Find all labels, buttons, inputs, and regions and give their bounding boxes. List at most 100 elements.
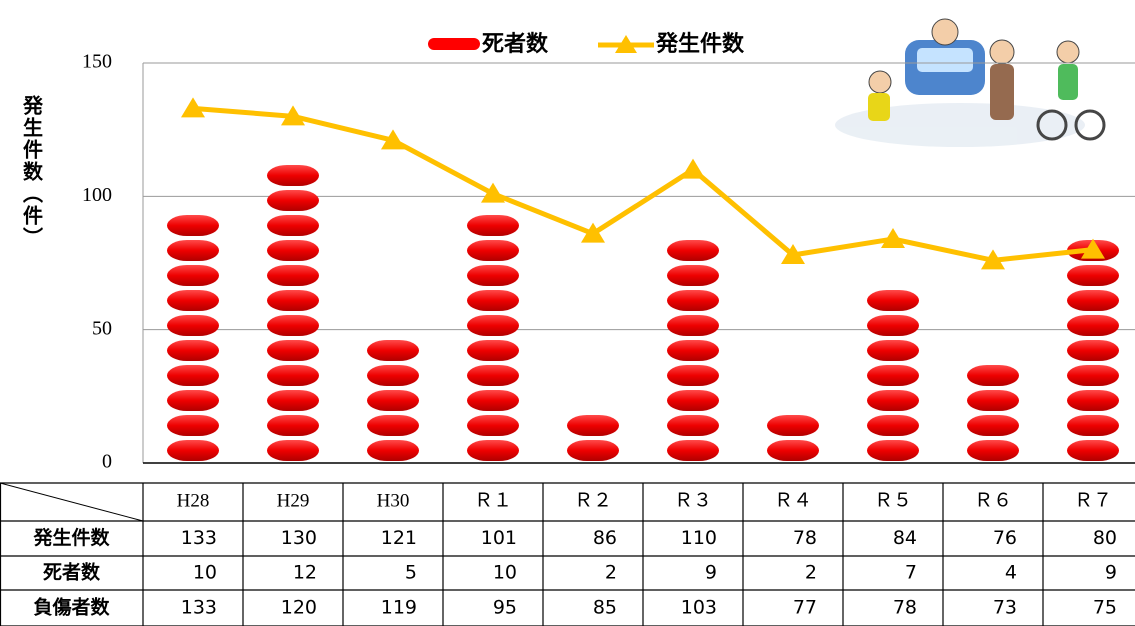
pictograph-unit xyxy=(367,340,419,361)
line-marker xyxy=(581,222,605,243)
pictograph-unit xyxy=(667,240,719,261)
line-marker xyxy=(181,97,205,118)
pictograph-unit xyxy=(867,365,919,386)
column-header: H30 xyxy=(377,490,410,511)
pictograph-unit xyxy=(267,215,319,236)
pictograph-unit xyxy=(1067,315,1119,336)
column-header: Ｒ５ xyxy=(874,490,912,511)
table-cell: 75 xyxy=(1093,597,1117,619)
pictograph-unit xyxy=(867,415,919,436)
y-tick-label: 100 xyxy=(82,184,112,206)
column-header: Ｒ６ xyxy=(974,490,1012,511)
pictograph-unit xyxy=(467,315,519,336)
pictograph-bar xyxy=(667,240,719,461)
pictograph-unit xyxy=(467,340,519,361)
pictograph-unit xyxy=(267,340,319,361)
pictograph-bar xyxy=(867,290,919,461)
pictograph-unit xyxy=(167,390,219,411)
pictograph-bar xyxy=(367,340,419,461)
y-axis-label: 発生件数（件） xyxy=(20,94,44,249)
pictograph-unit xyxy=(267,165,319,186)
y-tick-label: 150 xyxy=(82,51,112,73)
line-marker xyxy=(681,158,705,179)
pictograph-unit xyxy=(267,315,319,336)
pictograph-unit xyxy=(267,240,319,261)
pictograph-unit xyxy=(167,240,219,261)
pictograph-unit xyxy=(967,415,1019,436)
column-header: Ｒ３ xyxy=(674,490,712,511)
table-cell: 78 xyxy=(893,597,917,619)
pictograph-unit xyxy=(467,365,519,386)
pictograph-unit xyxy=(167,365,219,386)
pictograph-bar xyxy=(767,415,819,461)
pictograph-unit xyxy=(1067,340,1119,361)
legend-swatch xyxy=(428,38,480,50)
table-cell: 95 xyxy=(493,597,517,619)
pictograph-bar xyxy=(167,215,219,461)
pictograph-unit xyxy=(1067,390,1119,411)
pictograph-unit xyxy=(667,440,719,461)
pictograph-unit xyxy=(467,440,519,461)
table-cell: 80 xyxy=(1093,527,1117,549)
pictograph-unit xyxy=(567,440,619,461)
table-cell: 85 xyxy=(593,597,617,619)
pictograph-unit xyxy=(667,390,719,411)
line-marker xyxy=(381,129,405,150)
pictograph-bar xyxy=(267,165,319,461)
pictograph-unit xyxy=(267,290,319,311)
legend: 死者数 発生件数 xyxy=(428,31,745,57)
pictograph-bar xyxy=(967,365,1019,461)
row-label: 発生件数 xyxy=(32,526,110,549)
table-cell: 5 xyxy=(405,562,417,584)
illustration xyxy=(835,18,1106,147)
column-header: Ｒ１ xyxy=(474,490,512,511)
table-cell: 119 xyxy=(381,597,417,619)
line-marker xyxy=(1081,238,1105,259)
pictograph-unit xyxy=(767,415,819,436)
pictograph-unit xyxy=(167,315,219,336)
line-marker xyxy=(781,244,805,264)
table-cell: 110 xyxy=(681,527,717,549)
pictograph-unit xyxy=(267,265,319,286)
pictograph-unit xyxy=(267,440,319,461)
pictograph-unit xyxy=(667,340,719,361)
pictograph-unit xyxy=(967,390,1019,411)
pictograph-unit xyxy=(1067,365,1119,386)
table-cell: 86 xyxy=(593,527,617,549)
pictograph-unit xyxy=(867,340,919,361)
pictograph-unit xyxy=(867,390,919,411)
column-header: Ｒ７ xyxy=(1074,490,1112,511)
row-label: 負傷者数 xyxy=(33,596,110,619)
legend-label: 発生件数 xyxy=(655,31,745,57)
row-label: 死者数 xyxy=(43,561,101,584)
table-cell: 103 xyxy=(681,597,717,619)
pictograph-unit xyxy=(367,390,419,411)
table-cell: 120 xyxy=(281,597,317,619)
table-cell: 9 xyxy=(705,562,717,584)
line-marker xyxy=(981,249,1005,270)
table-cell: 2 xyxy=(805,562,817,584)
line xyxy=(192,105,1094,263)
table-cell: 10 xyxy=(193,562,217,584)
table-cell: 9 xyxy=(1105,562,1117,584)
table-cell: 78 xyxy=(793,527,817,549)
pictograph-bar xyxy=(1067,240,1119,461)
pictograph-unit xyxy=(167,440,219,461)
pictograph-unit xyxy=(867,315,919,336)
pictograph-unit xyxy=(267,390,319,411)
y-tick-label: 0 xyxy=(102,451,112,473)
column-header: Ｒ４ xyxy=(774,490,812,511)
table-cell: 84 xyxy=(893,527,917,549)
table-diagonal xyxy=(0,482,144,522)
table-cell: 10 xyxy=(493,562,517,584)
pictograph-unit xyxy=(767,440,819,461)
pictograph-unit xyxy=(667,315,719,336)
pictograph-unit xyxy=(567,415,619,436)
table-cell: 77 xyxy=(793,597,817,619)
pictograph-unit xyxy=(467,290,519,311)
pictograph-unit xyxy=(1067,415,1119,436)
pictograph-unit xyxy=(1067,265,1119,286)
pictograph-unit xyxy=(867,440,919,461)
pictograph-bar xyxy=(567,415,619,461)
